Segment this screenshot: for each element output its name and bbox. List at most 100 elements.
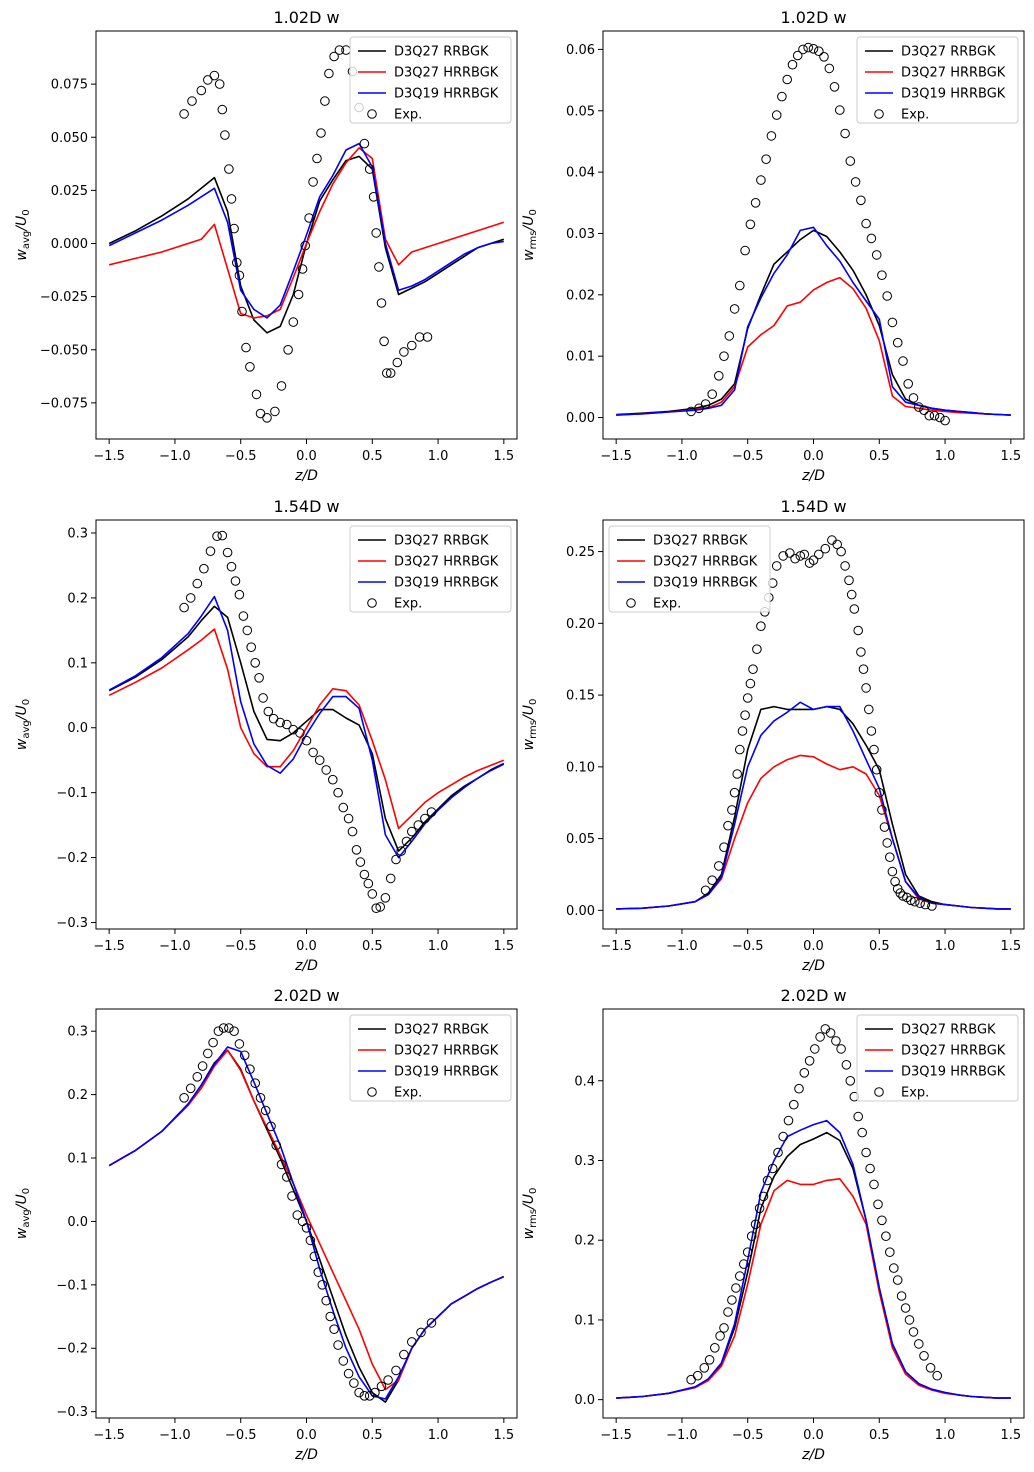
legend-frame (608, 525, 771, 613)
exp-point (754, 1203, 765, 1214)
exp-point (364, 1391, 375, 1401)
exp-point (242, 625, 253, 636)
exp-point (927, 901, 937, 911)
exp-point (218, 1023, 229, 1033)
exp-point (355, 857, 366, 867)
exp-point (761, 154, 771, 164)
y-label-sub: rms (528, 1209, 539, 1228)
series-line-2 (108, 595, 505, 859)
exp-point (250, 1078, 260, 1088)
y-tick-label: 0.2 (574, 1234, 595, 1249)
exp-point (773, 1147, 783, 1158)
exp-point (836, 1044, 846, 1054)
exp-point (396, 846, 407, 856)
legend-label: D3Q27 HRRBGK (394, 66, 499, 81)
exp-point (778, 1131, 789, 1142)
exp-point (908, 393, 919, 403)
exp-point (197, 1061, 208, 1071)
legend-label: D3Q27 HRRBGK (653, 555, 758, 570)
exp-point (343, 813, 354, 824)
exp-point (906, 895, 916, 906)
exp-point (750, 1219, 761, 1230)
exp-point (714, 861, 724, 871)
exp-point (887, 317, 898, 328)
exp-point (719, 351, 729, 362)
exp-point (226, 194, 237, 204)
exp-point (288, 724, 299, 735)
exp-point (814, 549, 824, 560)
exp-point (771, 110, 782, 120)
series-line-0 (108, 155, 505, 334)
exp-point (254, 673, 264, 683)
exp-point (737, 726, 748, 736)
exp-point (756, 621, 766, 632)
y-tick-label: −0.2 (56, 851, 88, 866)
exp-point (735, 744, 745, 755)
y-label-var: w (14, 249, 30, 261)
exp-point (742, 693, 753, 703)
exp-point (856, 195, 866, 206)
exp-point (849, 604, 860, 614)
subplot-5: 2.02D w −1.5 −1.0 −0.5 0.0 0.5 1.0 1.5 0.0 0.1 0.2… (521, 986, 1025, 1463)
x-tick-label: 1.5 (1001, 1428, 1022, 1443)
subplot-1: 1.02D w −1.5 −1.0 −0.5 0.0 0.5 1.0 1.5 0.00 0.01 0… (521, 8, 1025, 484)
exp-point (914, 402, 924, 412)
y-tick-label: −0.1 (56, 786, 88, 801)
exp-point (861, 218, 871, 229)
exp-point (363, 878, 374, 889)
legend: D3Q27 RRBGK D3Q27 HRRBGK D3Q19 HRRBGK Exp. (349, 525, 512, 613)
exp-point (385, 368, 396, 378)
y-tick-label: 0.4 (574, 1074, 595, 1089)
exp-point (924, 410, 935, 421)
exp-point (308, 177, 318, 187)
exp-point (723, 1307, 733, 1317)
exp-point (276, 381, 287, 391)
exp-point (301, 735, 312, 746)
exp-point (359, 138, 370, 149)
exp-point (739, 1259, 749, 1269)
exp-point (287, 1191, 297, 1201)
exp-point (282, 719, 292, 730)
y-axis-label: wavg/U0 (14, 1188, 32, 1239)
legend-marker (874, 109, 884, 119)
exp-point (892, 1275, 903, 1285)
exp-point (262, 413, 272, 423)
y-tick-label: 0.10 (566, 760, 595, 775)
exp-point (301, 1223, 312, 1233)
x-axis-label: z/D (801, 468, 825, 484)
y-label-var: w (14, 738, 30, 750)
legend-label: D3Q27 RRBGK (394, 534, 489, 549)
y-tick-label: 0.1 (67, 1152, 88, 1167)
exp-point (804, 1056, 815, 1066)
exp-point (391, 854, 401, 865)
exp-point (858, 664, 869, 675)
legend: D3Q27 RRBGK D3Q27 HRRBGK D3Q19 HRRBGK Exp. (856, 1014, 1019, 1102)
x-tick-label: 0.5 (362, 939, 383, 954)
y-label-var: w (521, 249, 537, 261)
exp-point (792, 50, 803, 61)
exp-point (850, 177, 861, 187)
x-tick-label: 1.0 (428, 939, 449, 954)
exp-point (230, 576, 241, 586)
exp-point (885, 1247, 895, 1257)
legend-label: D3Q19 HRRBGK (394, 87, 499, 102)
exp-point (740, 245, 750, 256)
y-tick-label: 0.1 (67, 656, 88, 671)
x-tick-label: −0.5 (732, 449, 764, 464)
exp-point (866, 233, 877, 244)
exp-point (401, 836, 412, 847)
x-tick-label: −1.5 (600, 1428, 632, 1443)
exp-point (185, 593, 196, 603)
exp-point (745, 219, 756, 230)
exp-point (873, 1199, 883, 1210)
exp-point (710, 1343, 720, 1353)
exp-point (364, 164, 375, 174)
exp-point (179, 602, 189, 613)
y-axis-label: wavg/U0 (14, 209, 32, 260)
exp-point (840, 561, 850, 571)
exp-point (214, 79, 225, 89)
legend: D3Q27 RRBGK D3Q27 HRRBGK D3Q19 HRRBGK Exp. (608, 525, 771, 613)
y-tick-label: 0.06 (566, 43, 595, 58)
exp-point (836, 546, 846, 557)
exp-point (205, 546, 216, 557)
